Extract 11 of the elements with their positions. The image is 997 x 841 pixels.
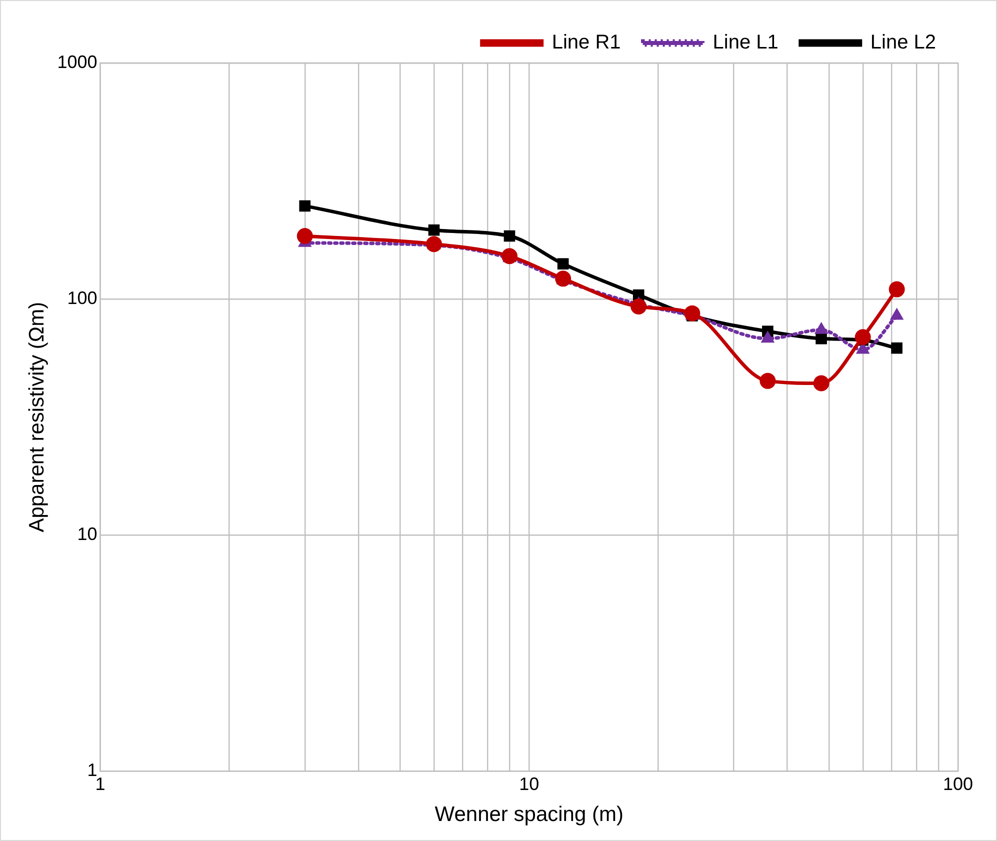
x-tick-label: 100 [942,774,974,794]
y-axis-title: Apparent resistivity (Ωm) [25,302,48,532]
y-tick-label: 100 [67,288,98,308]
legend-label: Line R1 [552,32,621,54]
x-tick-label: 10 [519,774,540,794]
y-tick-label: 1000 [57,52,98,72]
y-tick-label: 10 [77,524,98,544]
legend-label: Line L1 [712,32,778,54]
x-axis-title: Wenner spacing (m) [434,803,624,826]
y-tick-label: 1 [87,760,98,780]
legend-label: Line L2 [870,32,936,54]
